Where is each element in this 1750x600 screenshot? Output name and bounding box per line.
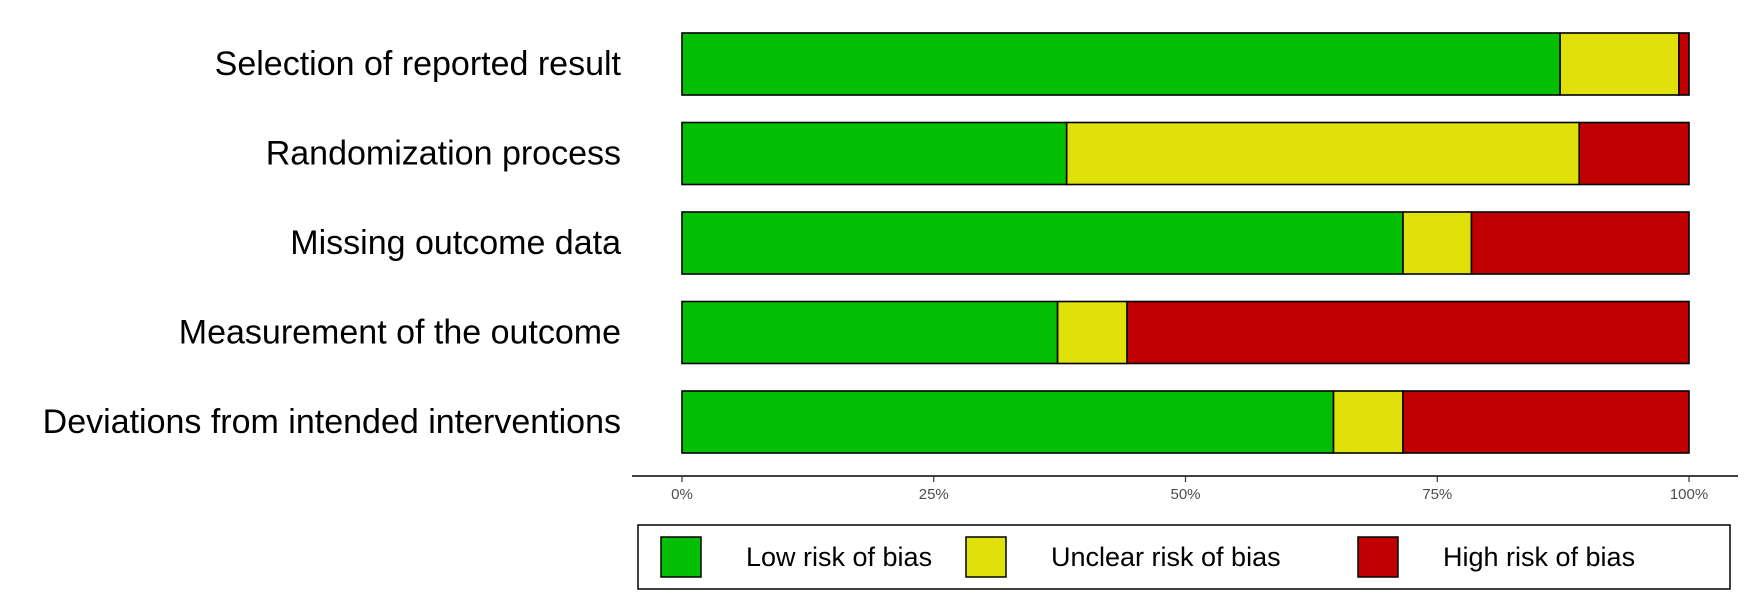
category-label: Deviations from intended interventions (43, 403, 621, 441)
bar-segment-unclear (1402, 211, 1473, 275)
x-tick-label: 50% (1170, 486, 1200, 503)
bar-segment-unclear (1056, 300, 1128, 365)
legend-swatch (1357, 536, 1399, 578)
bar-segment-unclear (1332, 390, 1404, 454)
legend-label: Unclear risk of bias (1051, 542, 1281, 572)
bar-segment-unclear (1065, 121, 1581, 186)
category-labels: Selection of reported result Randomizatio… (43, 45, 622, 441)
x-tick-label: 25% (919, 486, 949, 503)
bar-segment-low (681, 32, 1561, 96)
bar-segment-low (681, 300, 1059, 365)
category-label: Missing outcome data (290, 224, 621, 262)
bar-segment-high (1126, 300, 1690, 365)
bar-segment-high (1678, 32, 1690, 96)
category-label: Measurement of the outcome (179, 314, 621, 352)
legend-swatch (965, 536, 1007, 578)
bars (681, 32, 1690, 454)
bar-segment-high (1402, 390, 1690, 454)
x-tick-label: 0% (671, 486, 693, 503)
legend-swatch (660, 536, 702, 578)
bar-segment-low (681, 211, 1404, 275)
legend-label: High risk of bias (1443, 542, 1635, 572)
bar-segment-high (1470, 211, 1690, 275)
legend-box (637, 524, 1731, 590)
x-tick-label: 75% (1422, 486, 1452, 503)
x-axis-ticks: 0% 25% 50% 75% 100% (671, 476, 1708, 503)
legend: Low risk of bias Unclear risk of bias High… (637, 524, 1731, 590)
x-tick-label: 100% (1670, 486, 1708, 503)
category-label: Randomization process (266, 135, 621, 173)
bar-segment-unclear (1559, 32, 1680, 96)
bar-segment-low (681, 390, 1335, 454)
bar-segment-low (681, 121, 1068, 186)
bar-segment-high (1578, 121, 1690, 186)
category-label: Selection of reported result (215, 45, 622, 83)
legend-label: Low risk of bias (746, 542, 932, 572)
